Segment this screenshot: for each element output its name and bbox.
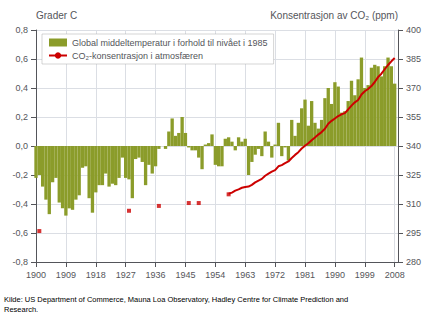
svg-text:0,4: 0,4 [15, 83, 28, 93]
svg-text:355: 355 [406, 112, 421, 122]
svg-text:1918: 1918 [86, 270, 106, 280]
svg-text:CO₂-konsentrasjon i atmosfæren: CO₂-konsentrasjon i atmosfæren [72, 51, 203, 61]
svg-text:385: 385 [406, 54, 421, 64]
svg-text:400: 400 [406, 25, 421, 35]
svg-text:-0,4: -0,4 [12, 199, 28, 209]
svg-text:1936: 1936 [146, 270, 166, 280]
svg-text:Konsentrasjon av CO₂ (ppm): Konsentrasjon av CO₂ (ppm) [270, 10, 398, 21]
svg-text:295: 295 [406, 228, 421, 238]
svg-text:0,8: 0,8 [15, 25, 28, 35]
svg-text:310: 310 [406, 199, 421, 209]
svg-text:370: 370 [406, 83, 421, 93]
svg-text:1954: 1954 [205, 270, 225, 280]
svg-text:-0,2: -0,2 [12, 170, 28, 180]
svg-text:Kilde: US Department of Commer: Kilde: US Department of Commerce, Mauna … [4, 295, 348, 304]
svg-text:Global middeltemperatur i forh: Global middeltemperatur i forhold til ni… [72, 38, 268, 48]
svg-text:325: 325 [406, 170, 421, 180]
svg-text:1981: 1981 [295, 270, 315, 280]
svg-text:1927: 1927 [116, 270, 136, 280]
svg-text:0,2: 0,2 [15, 112, 28, 122]
svg-text:Research.: Research. [4, 305, 38, 314]
svg-text:0,6: 0,6 [15, 54, 28, 64]
svg-text:-0,8: -0,8 [12, 257, 28, 267]
svg-text:2008: 2008 [385, 270, 405, 280]
svg-text:280: 280 [406, 257, 421, 267]
svg-text:1900: 1900 [26, 270, 46, 280]
svg-text:1909: 1909 [56, 270, 76, 280]
svg-text:-0,6: -0,6 [12, 228, 28, 238]
svg-text:1972: 1972 [265, 270, 285, 280]
svg-text:1945: 1945 [175, 270, 195, 280]
svg-text:1990: 1990 [325, 270, 345, 280]
svg-text:1963: 1963 [235, 270, 255, 280]
svg-text:Grader C: Grader C [36, 10, 77, 21]
svg-text:0,0: 0,0 [15, 141, 28, 151]
svg-text:1999: 1999 [355, 270, 375, 280]
svg-text:340: 340 [406, 141, 421, 151]
